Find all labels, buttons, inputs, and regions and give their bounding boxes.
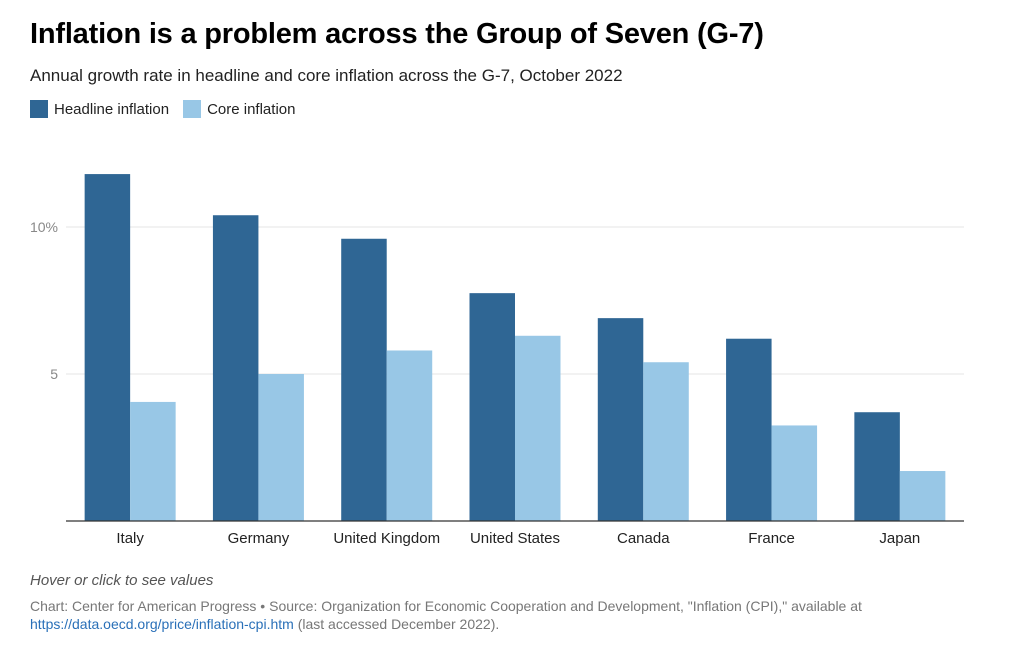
- bar[interactable]: [854, 412, 900, 521]
- chart-subtitle: Annual growth rate in headline and core …: [30, 66, 623, 85]
- legend-swatch-core: [183, 100, 202, 118]
- x-tick-label: Italy: [116, 530, 144, 547]
- hover-note: Hover or click to see values: [30, 572, 214, 589]
- x-tick-label: United States: [470, 530, 560, 547]
- source-note: Chart: Center for American Progress • So…: [30, 597, 930, 633]
- bar[interactable]: [386, 350, 433, 521]
- bar[interactable]: [212, 215, 259, 522]
- legend-label-core: Core inflation: [207, 100, 296, 118]
- legend-swatch-headline: [30, 100, 48, 118]
- source-link[interactable]: https://data.oecd.org/price/inflation-cp…: [30, 616, 294, 632]
- bar[interactable]: [341, 238, 387, 521]
- bar[interactable]: [515, 335, 561, 521]
- legend-item-core[interactable]: Core inflation: [183, 100, 295, 118]
- bar[interactable]: [469, 293, 516, 521]
- source-suffix: (last accessed December 2022).: [297, 616, 500, 632]
- x-tick-label: Germany: [228, 530, 290, 547]
- bar[interactable]: [726, 338, 772, 521]
- legend-item-headline[interactable]: Headline inflation: [30, 100, 169, 118]
- y-tick-label: 5: [50, 366, 58, 382]
- x-tick-label: United Kingdom: [333, 530, 440, 547]
- chart-legend: Headline inflation Core inflation: [30, 100, 309, 118]
- source-text: Chart: Center for American Progress • So…: [30, 598, 862, 614]
- bar[interactable]: [771, 425, 818, 521]
- x-tick-label: Japan: [879, 530, 920, 547]
- y-tick-label: 10%: [30, 219, 58, 235]
- x-tick-label: France: [748, 530, 795, 547]
- chart-title: Inflation is a problem across the Group …: [30, 18, 764, 50]
- legend-label-headline: Headline inflation: [54, 100, 170, 118]
- bar[interactable]: [643, 362, 689, 521]
- bar[interactable]: [258, 374, 304, 521]
- x-tick-label: Canada: [617, 530, 670, 547]
- bar[interactable]: [597, 318, 644, 521]
- bar[interactable]: [899, 471, 946, 521]
- bar[interactable]: [84, 174, 131, 521]
- bar[interactable]: [130, 401, 176, 521]
